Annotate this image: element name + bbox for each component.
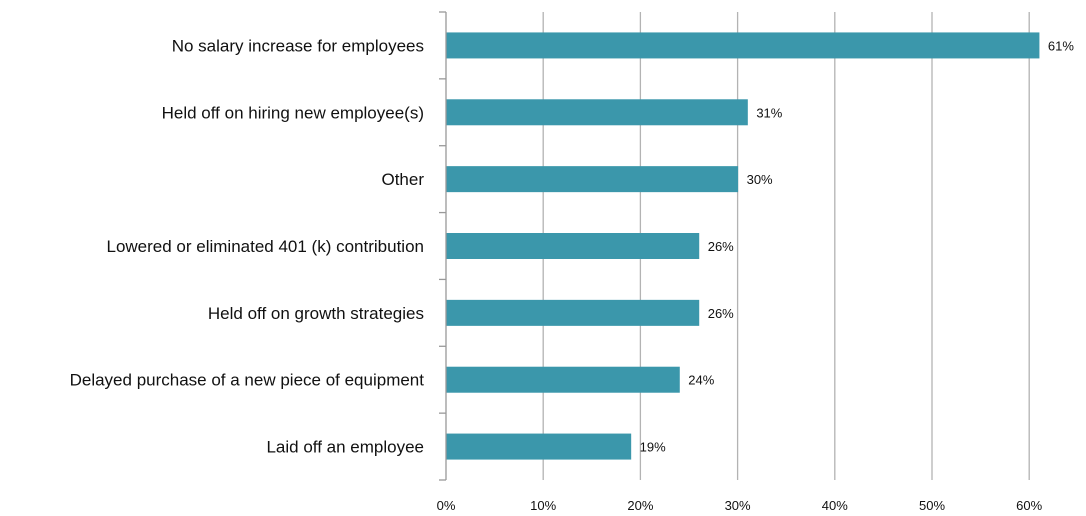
bar-0 — [446, 32, 1040, 59]
x-tick-label-4: 40% — [822, 498, 848, 513]
x-tick-label-0: 0% — [437, 498, 456, 513]
category-label-4: Held off on growth strategies — [208, 304, 424, 323]
x-tick-label-1: 10% — [530, 498, 556, 513]
category-label-6: Laid off an employee — [266, 438, 424, 457]
data-label-4: 26% — [708, 306, 734, 321]
category-label-2: Other — [381, 170, 424, 189]
bar-3 — [446, 233, 700, 259]
data-label-2: 30% — [747, 172, 773, 187]
x-tick-label-2: 20% — [627, 498, 653, 513]
x-tick-label-6: 60% — [1016, 498, 1042, 513]
category-label-3: Lowered or eliminated 401 (k) contributi… — [106, 237, 424, 256]
x-tick-label-5: 50% — [919, 498, 945, 513]
bar-2 — [446, 166, 739, 193]
category-label-1: Held off on hiring new employee(s) — [162, 103, 424, 122]
x-tick-label-3: 30% — [725, 498, 751, 513]
bar-5 — [446, 366, 680, 393]
axes — [439, 11, 447, 481]
bar-4 — [446, 299, 700, 326]
data-label-6: 19% — [640, 440, 666, 455]
data-label-0: 61% — [1048, 38, 1074, 53]
bars — [446, 32, 1040, 460]
data-label-5: 24% — [688, 373, 714, 388]
bar-6 — [446, 433, 632, 460]
data-label-1: 31% — [756, 105, 782, 120]
category-label-5: Delayed purchase of a new piece of equip… — [70, 371, 425, 390]
bar-1 — [446, 99, 748, 126]
data-label-3: 26% — [708, 239, 734, 254]
labels: 0% 10% 20% 30% 40% 50% 60% No salary increase f… — [70, 36, 1075, 513]
category-label-0: No salary increase for employees — [172, 36, 424, 55]
gridlines — [542, 12, 1030, 480]
